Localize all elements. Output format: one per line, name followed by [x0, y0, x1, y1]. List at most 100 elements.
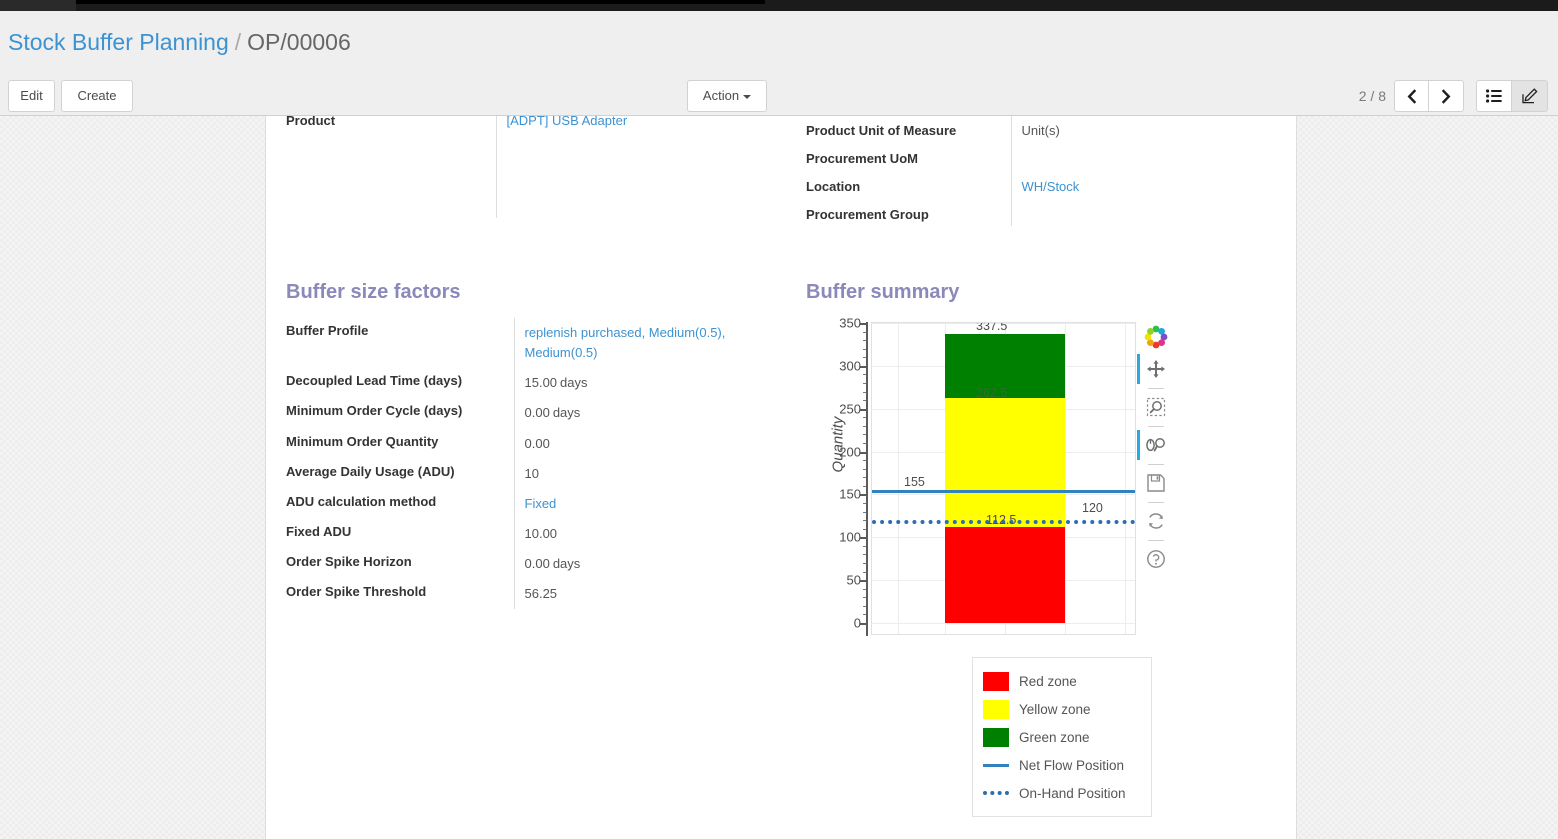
chart-vertical-gridline [898, 323, 899, 634]
help-tool-icon[interactable] [1141, 544, 1171, 574]
chart-y-axis-minor-tick [863, 357, 868, 359]
legend-label-red-zone: Red zone [1019, 673, 1077, 689]
chart-y-axis-minor-tick [863, 340, 868, 342]
browser-chrome-strip [0, 0, 1558, 11]
reset-tool-glyph [1148, 513, 1164, 529]
chart-tool-active-indicator-wheel-zoom [1137, 430, 1140, 460]
field-value-procurement-uom [1010, 142, 1276, 170]
field-label-adu-calculation-method: ADU calculation method [286, 493, 437, 509]
field-label-product: Product [286, 116, 336, 128]
field-label-procurement-uom: Procurement UoM [806, 151, 918, 166]
legend-item-on-hand-position[interactable]: On-Hand Position [983, 779, 1141, 807]
chart-horizontal-gridline [872, 623, 1135, 624]
box-zoom-tool-icon[interactable] [1141, 392, 1171, 422]
legend-item-net-flow-position[interactable]: Net Flow Position [983, 751, 1141, 779]
action-menu-button[interactable]: Action [687, 80, 767, 112]
pan-tool-glyph [1147, 360, 1165, 378]
field-row-order-spike-horizon: Order Spike Horizon 0.00 days [286, 549, 786, 580]
chart-y-axis-minor-tick [863, 528, 868, 530]
field-row-product: Product [ADPT] USB Adapter [286, 116, 786, 132]
field-value-product[interactable]: [ADPT] USB Adapter [495, 116, 786, 132]
chart-plot-area[interactable]: 337.5 262.5 112.5 155 120 [871, 322, 1136, 635]
chart-toolbar [1137, 318, 1175, 568]
breadcrumb-root-link[interactable]: Stock Buffer Planning [8, 29, 229, 55]
chart-y-axis-minor-tick [863, 391, 868, 393]
chart-toolbar-separator [1148, 388, 1164, 389]
field-label-location: Location [806, 179, 861, 194]
bokeh-logo-icon[interactable] [1141, 322, 1171, 352]
section-title-buffer-summary: Buffer summary [806, 281, 960, 303]
field-row-decoupled-lead-time: Decoupled Lead Time (days) 15.00 days [286, 368, 786, 399]
field-label-decoupled-lead-time: Decoupled Lead Time (days) [286, 373, 463, 389]
legend-item-green-zone[interactable]: Green zone [983, 723, 1141, 751]
chart-y-axis-minor-tick [863, 503, 868, 504]
chart-y-axis-minor-tick [863, 571, 868, 573]
chart-y-axis: 0 50 100 150 200 250 300 350 [806, 316, 871, 635]
field-row-buffer-profile: Buffer Profile replenish purchased, Medi… [286, 318, 786, 369]
list-view-icon [1486, 89, 1502, 103]
buffer-summary-chart: Quantity 0 50 100 150 200 250 300 350 [806, 314, 1206, 669]
chart-y-axis-minor-tick [863, 434, 868, 436]
value-decoupled-lead-time: 15.00 [524, 375, 558, 391]
legend-swatch-red-zone [983, 671, 1009, 691]
edit-button[interactable]: Edit [8, 80, 55, 112]
field-value-order-spike-threshold: 56.25 [513, 579, 786, 610]
chart-y-axis-minor-tick [863, 460, 868, 462]
chart-vertical-gridline [1065, 323, 1066, 634]
chart-y-axis-tick-label: 100 [839, 529, 861, 545]
field-label-average-daily-usage: Average Daily Usage (ADU) [286, 463, 455, 479]
save-tool-glyph [1147, 474, 1165, 492]
chart-y-axis-major-tick [860, 451, 868, 454]
list-view-switcher-button[interactable] [1476, 80, 1512, 112]
group-product-left: Product [ADPT] USB Adapter [286, 116, 786, 218]
wheel-zoom-tool-icon[interactable] [1141, 430, 1171, 460]
chart-annotation-bar-top: 337.5 [976, 322, 1008, 333]
field-row-procurement-group: Procurement Group [806, 198, 1276, 226]
pager-previous-button[interactable] [1394, 80, 1429, 112]
chart-y-axis-major-tick [860, 580, 868, 583]
chart-y-axis-tick-label: 300 [839, 358, 861, 374]
chart-y-axis-tick-label: 150 [839, 486, 861, 502]
chart-annotation-net-flow-position: 155 [904, 475, 925, 489]
control-panel: Stock Buffer Planning / OP/00006 Edit Crea… [0, 11, 1558, 116]
pan-tool-icon[interactable] [1141, 354, 1171, 384]
chevron-left-icon [1407, 88, 1417, 104]
chart-toolbar-separator [1148, 464, 1164, 465]
chart-y-axis-minor-tick [863, 331, 868, 333]
create-button[interactable]: Create [61, 80, 133, 112]
field-label-minimum-order-cycle: Minimum Order Cycle (days) [286, 403, 463, 419]
chart-y-axis-minor-tick [863, 400, 868, 402]
field-value-buffer-profile[interactable]: replenish purchased, Medium(0.5), Medium… [513, 318, 786, 369]
legend-swatch-on-hand-position [983, 784, 1009, 803]
field-spacer-left-value [495, 132, 786, 218]
field-label-order-spike-threshold: Order Spike Threshold [286, 584, 427, 600]
field-row-adu-calculation-method: ADU calculation method Fixed [286, 488, 786, 519]
chart-y-axis-tick-label: 200 [839, 444, 861, 460]
chart-y-axis-minor-tick [863, 563, 868, 564]
field-row-fixed-adu: Fixed ADU 10.00 [286, 518, 786, 550]
chart-y-axis-minor-tick [863, 417, 868, 419]
field-value-adu-calculation-method[interactable]: Fixed [513, 488, 786, 519]
form-sheet: Product [ADPT] USB Adapter Product Unit … [265, 116, 1297, 839]
box-zoom-tool-glyph [1146, 397, 1166, 417]
field-row-minimum-order-cycle: Minimum Order Cycle (days) 0.00 days [286, 398, 786, 429]
form-view-switcher-button[interactable] [1512, 80, 1548, 112]
field-value-location[interactable]: WH/Stock [1010, 170, 1276, 198]
legend-item-yellow-zone[interactable]: Yellow zone [983, 695, 1141, 723]
unit-order-spike-horizon: days [552, 556, 581, 572]
chart-bar-yellow-zone [945, 398, 1065, 527]
pager-next-button[interactable] [1429, 80, 1464, 112]
chart-y-axis-minor-tick [863, 588, 868, 590]
group-buffer-summary: Buffer summary [806, 281, 1276, 318]
chart-y-axis-minor-tick [863, 348, 868, 350]
reset-tool-icon[interactable] [1141, 506, 1171, 536]
legend-item-red-zone[interactable]: Red zone [983, 667, 1141, 695]
chart-y-axis-minor-tick [863, 468, 868, 470]
chart-y-axis-minor-tick [863, 443, 868, 444]
save-tool-icon[interactable] [1141, 468, 1171, 498]
legend-label-yellow-zone: Yellow zone [1019, 701, 1091, 717]
browser-chrome-tabstrip [76, 0, 765, 4]
chart-y-axis-major-tick [860, 494, 868, 497]
chart-y-axis-major-tick [860, 408, 868, 411]
legend-swatch-net-flow-position [983, 756, 1009, 775]
